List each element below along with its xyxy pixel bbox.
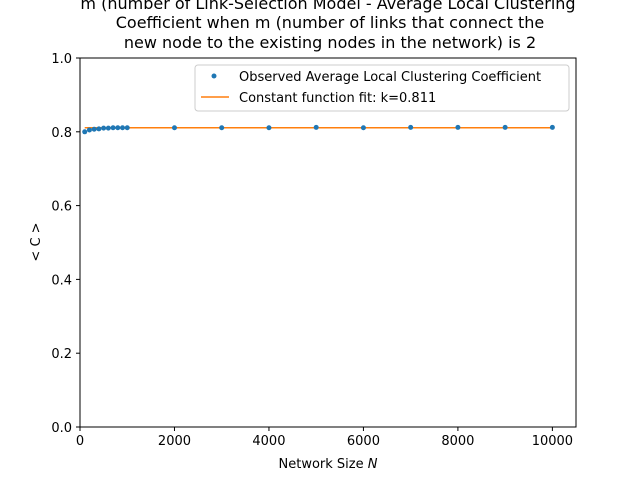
scatter-point (408, 124, 414, 130)
x-tick-label: 2000 (158, 434, 191, 449)
y-tick-label: 0.4 (51, 273, 72, 288)
y-tick-label: 1.0 (51, 52, 72, 67)
scatter-point (101, 125, 107, 131)
scatter-point (549, 124, 555, 130)
x-tick-label: 10000 (532, 434, 573, 449)
x-axis-ticks: 0 2000 4000 6000 8000 10000 (76, 427, 573, 449)
y-tick-label: 0.0 (51, 421, 72, 436)
x-tick-label: 6000 (347, 434, 380, 449)
scatter-point (120, 125, 126, 131)
legend-label-observed: Observed Average Local Clustering Coeffi… (239, 70, 541, 85)
plot-area (79, 57, 577, 428)
legend: Observed Average Local Clustering Coeffi… (194, 64, 570, 112)
scatter-point (115, 125, 121, 131)
scatter-point (313, 124, 319, 130)
chart-title-line-1: m (number of Link-Selection Model - Aver… (80, 0, 575, 13)
scatter-point (455, 124, 461, 130)
y-axis-ticks: 0.0 0.2 0.4 0.6 0.8 1.0 (51, 52, 80, 436)
chart-title-line-3: new node to the existing nodes in the ne… (124, 33, 536, 52)
scatter-point (171, 125, 177, 131)
scatter-point (105, 125, 111, 131)
y-tick-label: 0.2 (51, 347, 72, 362)
chart-title-line-2: Coefficient when m (number of links that… (116, 13, 545, 32)
scatter-points-layer (82, 124, 555, 135)
scatter-point (96, 126, 102, 132)
scatter-point (91, 126, 97, 132)
x-axis-label: Network Size N (279, 457, 378, 472)
legend-marker-observed (211, 73, 217, 79)
x-tick-label: 4000 (252, 434, 285, 449)
scatter-point (82, 129, 88, 135)
chart-title: m (number of Link-Selection Model - Aver… (80, 0, 575, 52)
scatter-point (502, 124, 508, 130)
scatter-point (110, 125, 116, 131)
scatter-point (219, 125, 225, 131)
y-axis-label: < C > (29, 222, 44, 261)
scatter-point (124, 125, 130, 131)
x-tick-label: 8000 (441, 434, 474, 449)
x-tick-label: 0 (76, 434, 84, 449)
y-tick-label: 0.8 (51, 126, 72, 141)
scatter-point (266, 125, 272, 131)
y-tick-label: 0.6 (51, 200, 72, 215)
x-axis-label-variable: N (368, 457, 378, 472)
scatter-point (360, 125, 366, 131)
scatter-point (86, 127, 92, 133)
legend-label-fit: Constant function fit: k=0.811 (239, 91, 436, 106)
legend-box (194, 64, 570, 112)
x-axis-label-text: Network Size (279, 457, 364, 472)
